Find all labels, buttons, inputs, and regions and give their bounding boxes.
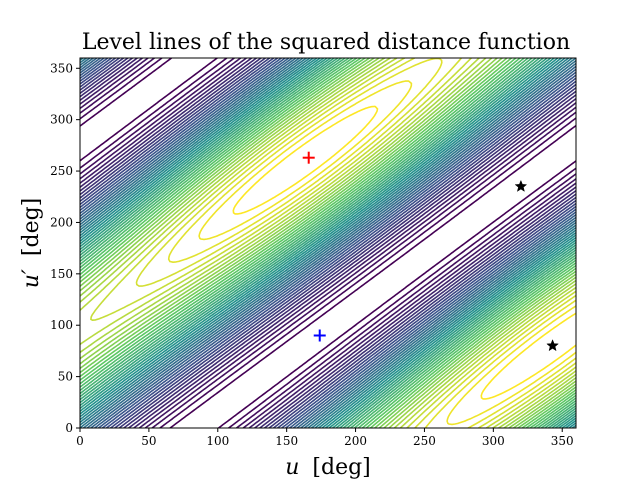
x-tick-label: 200 — [344, 434, 367, 448]
contour-level — [90, 58, 576, 428]
contour-level — [80, 58, 576, 428]
contour-level — [80, 58, 576, 428]
x-tick-label: 100 — [206, 434, 229, 448]
y-axis-label: u′ [deg] — [19, 198, 44, 289]
y-axis-symbol: u′ — [19, 269, 44, 288]
contour-level — [80, 58, 576, 428]
y-tick-label: 250 — [50, 164, 73, 178]
contour-level — [80, 58, 576, 428]
plot-area — [79, 57, 577, 429]
contour-level — [80, 58, 576, 428]
x-axis-unit: [deg] — [312, 455, 370, 480]
contour-level — [80, 58, 576, 428]
y-tick-label: 100 — [50, 318, 73, 332]
contour-level — [135, 58, 576, 428]
contour-level — [80, 58, 576, 428]
contour-level — [80, 58, 576, 428]
contour-level — [80, 58, 576, 428]
y-tick-label: 300 — [50, 113, 73, 127]
black-star-upper-marker — [514, 179, 528, 192]
y-tick-label: 350 — [50, 61, 73, 75]
contour-level — [80, 58, 576, 428]
contour-level — [167, 58, 576, 428]
x-tick-label: 50 — [141, 434, 156, 448]
x-axis-symbol: u — [285, 455, 299, 480]
contour-level — [198, 80, 576, 426]
contour-level — [80, 58, 576, 428]
x-tick-label: 150 — [275, 434, 298, 448]
contour-level — [80, 58, 576, 428]
contour-level — [80, 58, 576, 428]
contour-level — [80, 58, 576, 428]
contour-level — [80, 58, 576, 428]
y-tick-label: 50 — [58, 370, 73, 384]
blue-plus-marker — [313, 329, 326, 342]
x-tick-label: 0 — [76, 434, 84, 448]
contour-level — [80, 58, 576, 428]
contour-level — [80, 58, 576, 428]
markers — [302, 151, 559, 352]
contour-level — [80, 58, 576, 428]
contour-level — [80, 58, 576, 428]
x-axis-ticks: 0 50 100 150 200 250 300 350 — [76, 428, 574, 448]
contour-level — [80, 58, 576, 428]
contour-level — [80, 58, 576, 428]
x-tick-label: 300 — [482, 434, 505, 448]
contour-level — [80, 58, 576, 428]
y-tick-label: 150 — [50, 267, 73, 281]
plot-frame — [79, 57, 577, 429]
y-tick-label: 0 — [65, 421, 73, 435]
chart-title: Level lines of the squared distance func… — [82, 30, 570, 55]
contour-level — [80, 58, 576, 428]
contour-level — [80, 58, 576, 428]
contour-level — [232, 105, 576, 400]
black-star-lower-marker — [546, 339, 559, 352]
red-plus-marker — [302, 151, 315, 164]
x-axis-label: u [deg] — [285, 455, 371, 480]
y-axis-ticks: 0 50 100 150 200 250 300 350 — [50, 61, 80, 435]
contour-level — [80, 58, 576, 428]
y-tick-label: 200 — [50, 215, 73, 229]
x-tick-label: 250 — [413, 434, 436, 448]
x-tick-label: 350 — [551, 434, 574, 448]
y-axis-unit: [deg] — [19, 198, 44, 256]
contour-level — [80, 58, 576, 428]
